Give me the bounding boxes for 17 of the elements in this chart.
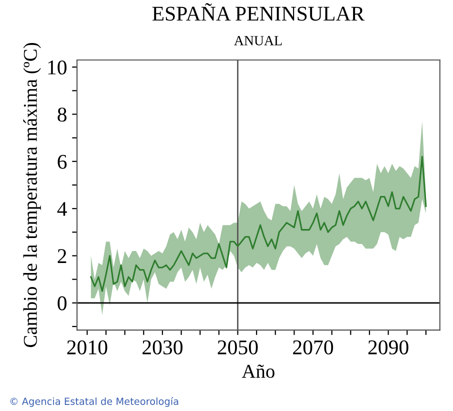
x-tick-label: 2070 [293,340,334,354]
x-tick-label: 2050 [218,340,258,354]
text: © Agencia Estatal de Meteorología [10,397,178,407]
chart-title: ESPAÑA PENINSULAR [152,3,365,21]
y-tick-label: 4 [57,202,67,216]
y-tick-label: 10 [48,60,66,75]
y-axis-title: Cambio de la temperatura máxima (ºC) [23,43,41,348]
y-tick-label: 0 [58,296,66,310]
x-tick-label: 2010 [67,340,108,354]
x-tick-label: 2030 [142,340,182,354]
y-tick-label: 8 [58,108,66,122]
x-tick-label: 2090 [368,340,408,354]
x-axis-title: Año [242,364,274,378]
y-tick-label: 2 [58,249,66,263]
line-series [90,156,427,292]
chart-subtitle: ANUAL [234,36,282,46]
y-tick-label: 6 [58,154,67,169]
